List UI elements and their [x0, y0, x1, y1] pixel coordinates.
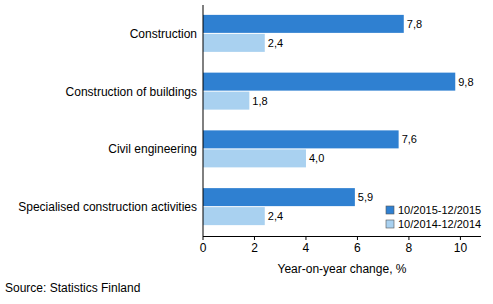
data-label: 5,9 [358, 191, 373, 203]
data-label: 7,6 [402, 133, 417, 145]
x-tick-label: 0 [200, 241, 207, 255]
legend: 10/2015-12/2015 10/2014-12/2014 [383, 201, 481, 233]
y-axis-line [203, 5, 204, 236]
data-label: 2,4 [268, 210, 283, 222]
data-label: 2,4 [268, 37, 283, 49]
page: {"chart_data": {"type": "bar", "orientat… [0, 0, 493, 304]
category-label: Construction [130, 27, 197, 41]
bar [203, 188, 355, 206]
bar [203, 207, 265, 225]
data-label: 1,8 [252, 95, 267, 107]
x-tick-label: 10 [454, 241, 468, 255]
bar [203, 73, 455, 91]
data-label: 7,8 [407, 18, 422, 30]
data-label: 9,8 [458, 76, 473, 88]
x-tick-label: 6 [354, 241, 361, 255]
bar [203, 34, 265, 52]
x-tick [305, 236, 306, 240]
x-axis-label: Year-on-year change, % [278, 262, 407, 276]
bar [203, 149, 306, 167]
x-tick [203, 236, 204, 240]
bar [203, 15, 404, 33]
category-label: Specialised construction activities [18, 200, 197, 214]
x-tick-label: 2 [251, 241, 258, 255]
x-tick-label: 8 [406, 241, 413, 255]
chart: Construction 7,8 2,4 Construction of buildi… [0, 0, 493, 304]
legend-swatch [386, 220, 394, 228]
x-tick [357, 236, 358, 240]
bars [203, 15, 455, 225]
bar [203, 92, 249, 110]
labels: Construction 7,8 2,4 Construction of buildi… [18, 18, 473, 222]
category-label: Construction of buildings [66, 85, 197, 99]
category-label: Civil engineering [108, 142, 197, 156]
legend-swatch [386, 206, 394, 214]
x-axis-line [203, 236, 481, 237]
legend-label: 10/2014-12/2014 [398, 218, 481, 230]
data-label: 4,0 [309, 152, 324, 164]
x-tick [254, 236, 255, 240]
x-tick [408, 236, 409, 240]
legend-label: 10/2015-12/2015 [398, 204, 481, 216]
x-tick-label: 4 [303, 241, 310, 255]
x-tick [460, 236, 461, 240]
source: Source: Statistics Finland [5, 281, 140, 295]
bar [203, 130, 399, 148]
